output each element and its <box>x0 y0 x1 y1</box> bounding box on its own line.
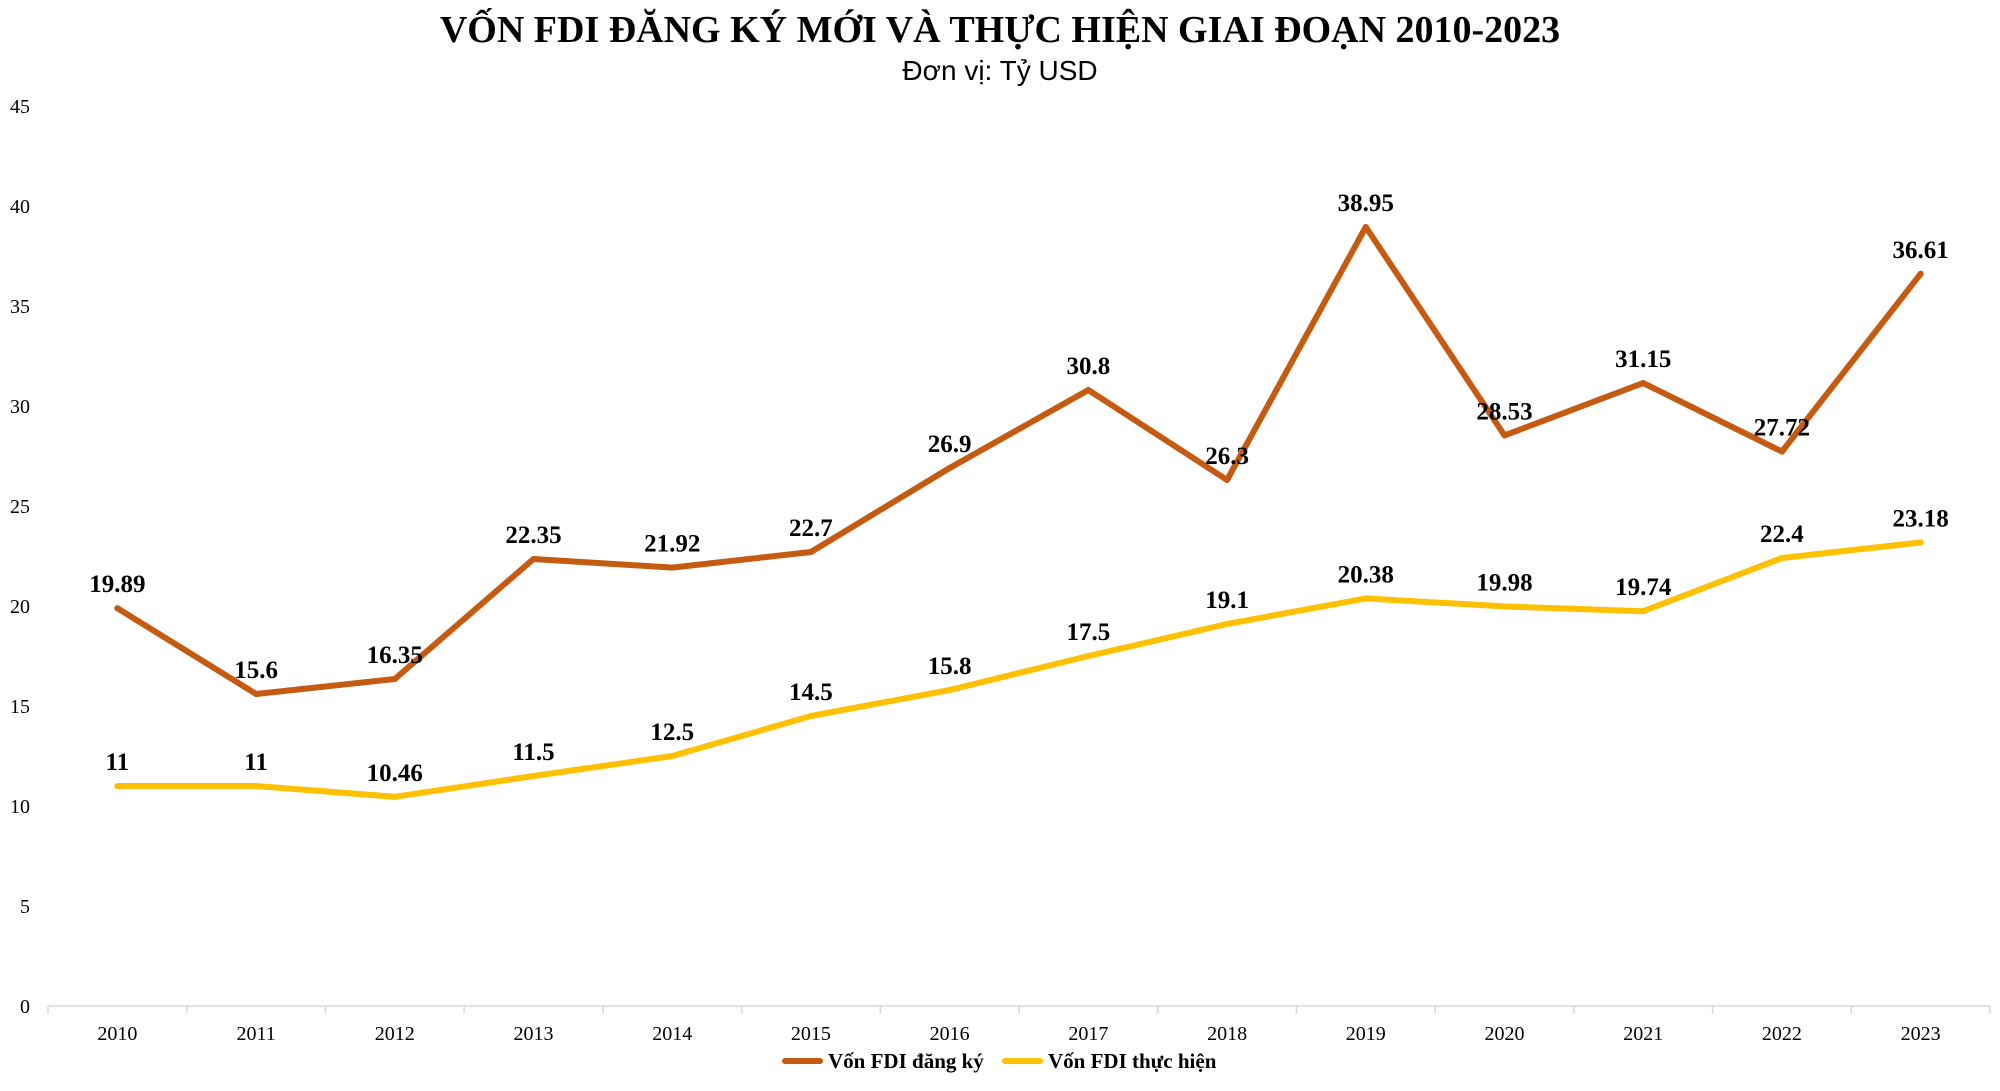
data-point <box>114 783 121 789</box>
x-tick-label: 2023 <box>1901 1023 1941 1045</box>
data-point <box>1640 608 1647 615</box>
data-label: 22.4 <box>1760 521 1804 548</box>
data-point <box>530 556 537 562</box>
data-label: 20.38 <box>1338 561 1394 588</box>
data-label: 15.8 <box>928 653 972 680</box>
data-label: 19.1 <box>1205 587 1249 614</box>
data-label: 27.72 <box>1754 415 1810 442</box>
data-point <box>807 713 814 719</box>
y-tick-label: 10 <box>10 796 30 818</box>
data-point <box>1917 270 1924 277</box>
data-label: 31.15 <box>1615 346 1671 373</box>
data-label: 30.8 <box>1066 353 1110 380</box>
y-tick-label: 5 <box>20 896 30 918</box>
data-label: 22.7 <box>789 515 833 542</box>
x-tick-label: 2012 <box>375 1023 415 1045</box>
data-point <box>1640 380 1647 386</box>
data-point <box>391 676 398 682</box>
series-line-1 <box>114 539 1924 800</box>
data-label: 28.53 <box>1476 398 1532 425</box>
x-tick-label: 2011 <box>236 1023 275 1045</box>
x-tick-label: 2021 <box>1623 1023 1663 1045</box>
y-tick-label: 40 <box>10 196 30 218</box>
y-tick-label: 45 <box>10 96 30 118</box>
data-point <box>946 465 953 471</box>
data-label: 11 <box>106 749 130 776</box>
data-point <box>530 773 537 779</box>
series-layer <box>114 224 1924 800</box>
x-axis: 2010 2011 2012 2013 2014 2015 2016 2017 2018 2019… <box>47 1005 1991 1045</box>
y-tick-label: 15 <box>10 696 30 718</box>
data-point <box>253 691 260 697</box>
data-point <box>1362 595 1369 602</box>
y-axis: 0 5 10 15 20 25 30 35 40 45 <box>10 96 30 1018</box>
y-tick-label: 30 <box>10 396 30 418</box>
data-label: 22.35 <box>505 522 561 549</box>
y-tick-label: 20 <box>10 596 30 618</box>
x-tick-label: 2020 <box>1485 1023 1525 1045</box>
data-label: 11.5 <box>512 739 554 766</box>
data-label: 38.95 <box>1338 190 1394 217</box>
data-point <box>669 564 676 571</box>
data-point <box>1224 621 1231 627</box>
data-point <box>807 549 814 555</box>
data-label: 36.61 <box>1893 237 1949 264</box>
data-point <box>1085 653 1092 659</box>
y-tick-label: 0 <box>20 996 30 1018</box>
x-tick-label: 2016 <box>930 1023 970 1045</box>
data-point <box>669 753 676 759</box>
chart-title: VỐN FDI ĐĂNG KÝ MỚI VÀ THỰC HIỆN GIAI ĐO… <box>440 7 1560 51</box>
data-label: 19.89 <box>89 571 145 598</box>
data-point <box>1917 539 1924 546</box>
data-point <box>253 783 260 789</box>
x-tick-label: 2018 <box>1207 1023 1247 1045</box>
data-label: 23.18 <box>1893 505 1949 532</box>
data-point <box>1778 448 1785 455</box>
data-point <box>391 793 398 800</box>
data-label: 16.35 <box>367 642 423 669</box>
legend-label: Vốn FDI đăng ký <box>828 1049 984 1073</box>
x-tick-label: 2015 <box>791 1023 831 1045</box>
x-tick-label: 2010 <box>97 1023 137 1045</box>
data-point <box>114 605 121 612</box>
chart-subtitle: Đơn vị: Tỷ USD <box>902 55 1097 86</box>
data-label: 26.9 <box>928 431 972 458</box>
data-point <box>1362 224 1369 230</box>
data-point <box>1224 477 1231 483</box>
data-point <box>946 687 953 693</box>
x-tick-label: 2017 <box>1068 1023 1108 1045</box>
data-label: 17.5 <box>1066 619 1110 646</box>
series-line-0 <box>114 224 1924 697</box>
data-label: 21.92 <box>644 531 700 558</box>
y-tick-label: 25 <box>10 496 30 518</box>
data-point <box>1501 432 1508 439</box>
data-label: 26.3 <box>1205 443 1249 470</box>
x-tick-label: 2014 <box>652 1023 692 1045</box>
data-label: 10.46 <box>367 760 423 787</box>
data-label: 11 <box>244 749 268 776</box>
data-label: 19.74 <box>1615 574 1672 601</box>
data-labels-layer: 19.89 15.6 16.35 22.35 21.92 22.7 26.9 30.8 26.3… <box>89 190 1949 787</box>
data-point <box>1778 555 1785 561</box>
x-tick-label: 2013 <box>514 1023 554 1045</box>
x-tick-label: 2019 <box>1346 1023 1386 1045</box>
data-label: 19.98 <box>1476 569 1532 596</box>
data-label: 15.6 <box>234 657 278 684</box>
legend: Vốn FDI đăng ký Vốn FDI thực hiện <box>782 1049 1217 1073</box>
data-point <box>1085 387 1092 393</box>
data-label: 14.5 <box>789 679 833 706</box>
data-label: 12.5 <box>650 719 694 746</box>
data-point <box>1501 603 1508 610</box>
x-tick-label: 2022 <box>1762 1023 1802 1045</box>
legend-label: Vốn FDI thực hiện <box>1048 1049 1217 1073</box>
y-tick-label: 35 <box>10 296 30 318</box>
